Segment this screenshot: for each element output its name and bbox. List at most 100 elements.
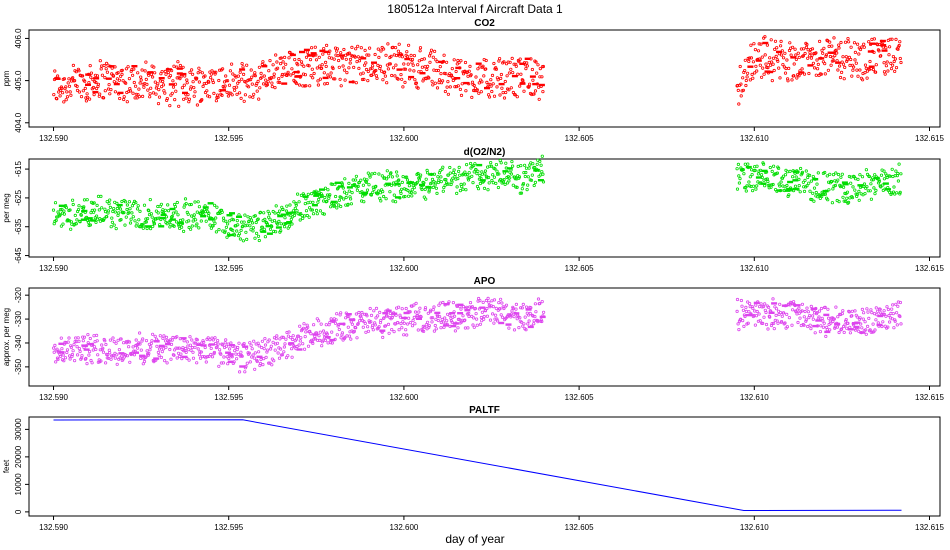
data-point xyxy=(275,334,279,338)
data-point xyxy=(192,94,196,98)
data-point xyxy=(477,91,481,95)
data-point xyxy=(155,344,159,348)
data-point xyxy=(316,83,320,87)
data-point xyxy=(845,326,849,330)
data-point xyxy=(354,312,358,316)
data-point xyxy=(108,198,112,202)
data-point xyxy=(785,77,790,81)
data-point xyxy=(431,308,435,312)
data-point xyxy=(120,72,124,77)
data-point xyxy=(498,307,502,311)
data-point xyxy=(412,303,416,307)
data-point xyxy=(113,210,118,214)
data-point xyxy=(809,179,814,183)
data-point xyxy=(98,348,102,352)
data-point xyxy=(899,60,903,65)
data-point xyxy=(849,57,853,62)
data-point xyxy=(157,95,162,99)
data-point xyxy=(136,346,140,350)
data-point xyxy=(481,300,485,304)
data-point xyxy=(406,188,410,193)
data-point xyxy=(339,204,343,209)
data-point xyxy=(522,322,526,326)
x-tick-label-paltf: 132.595 xyxy=(214,523,243,532)
data-point xyxy=(185,78,189,82)
data-point xyxy=(61,353,65,357)
data-point xyxy=(144,77,148,82)
data-point xyxy=(495,172,500,176)
data-point xyxy=(282,225,287,229)
data-point xyxy=(373,171,377,175)
data-point xyxy=(814,73,818,77)
data-point xyxy=(96,82,101,86)
data-point xyxy=(273,86,277,90)
data-point xyxy=(241,65,245,69)
data-point xyxy=(215,205,219,209)
data-point xyxy=(821,51,825,55)
data-point xyxy=(175,335,179,339)
data-point xyxy=(802,72,807,76)
data-point xyxy=(277,209,282,213)
data-point xyxy=(58,213,62,217)
data-point xyxy=(317,334,321,338)
data-point xyxy=(201,84,205,89)
data-point xyxy=(393,200,398,204)
data-point xyxy=(429,48,434,52)
data-point xyxy=(424,197,428,201)
y-tick-label-paltf: 30000 xyxy=(14,418,23,441)
data-point xyxy=(529,178,534,182)
data-point xyxy=(865,324,870,328)
data-point xyxy=(854,61,858,65)
data-point xyxy=(432,305,436,309)
data-point xyxy=(385,314,389,318)
data-point xyxy=(761,162,766,166)
data-point xyxy=(109,88,113,92)
data-point xyxy=(820,194,824,199)
data-point xyxy=(883,72,887,76)
data-point xyxy=(162,334,166,338)
data-point xyxy=(329,56,334,60)
data-point xyxy=(218,68,222,72)
data-point xyxy=(811,191,815,195)
data-point xyxy=(138,209,142,213)
data-point xyxy=(759,75,764,79)
data-point xyxy=(450,180,454,184)
data-point xyxy=(367,46,372,50)
x-tick-label-co2: 132.615 xyxy=(915,134,944,143)
data-point xyxy=(853,188,857,192)
data-point xyxy=(166,203,170,207)
data-point xyxy=(115,206,120,211)
data-point xyxy=(535,71,539,75)
data-point xyxy=(858,173,862,177)
data-point xyxy=(163,91,167,95)
data-point xyxy=(374,74,378,78)
data-point xyxy=(211,338,215,342)
data-point xyxy=(107,83,111,87)
data-point xyxy=(192,86,196,90)
data-point xyxy=(461,314,465,318)
data-point xyxy=(141,82,145,86)
data-point xyxy=(363,48,367,53)
data-point xyxy=(517,325,521,330)
data-point xyxy=(489,164,494,168)
y-tick-label-co2: 405.0 xyxy=(14,70,23,91)
data-point xyxy=(507,326,511,330)
data-point xyxy=(134,84,138,88)
data-point xyxy=(420,57,424,62)
data-point xyxy=(758,168,763,172)
data-point xyxy=(217,228,221,232)
data-point xyxy=(324,43,329,48)
data-point xyxy=(314,189,318,193)
data-point xyxy=(485,314,489,318)
data-point xyxy=(292,213,297,217)
data-point xyxy=(824,53,829,57)
y-tick-label-d-o2-n2: -645 xyxy=(14,247,23,264)
data-point xyxy=(787,66,791,71)
data-point xyxy=(226,94,230,98)
data-point xyxy=(863,63,868,67)
data-point xyxy=(178,63,182,68)
data-point xyxy=(94,80,98,85)
data-point xyxy=(773,47,777,52)
data-point xyxy=(258,361,263,366)
data-point xyxy=(894,311,899,315)
